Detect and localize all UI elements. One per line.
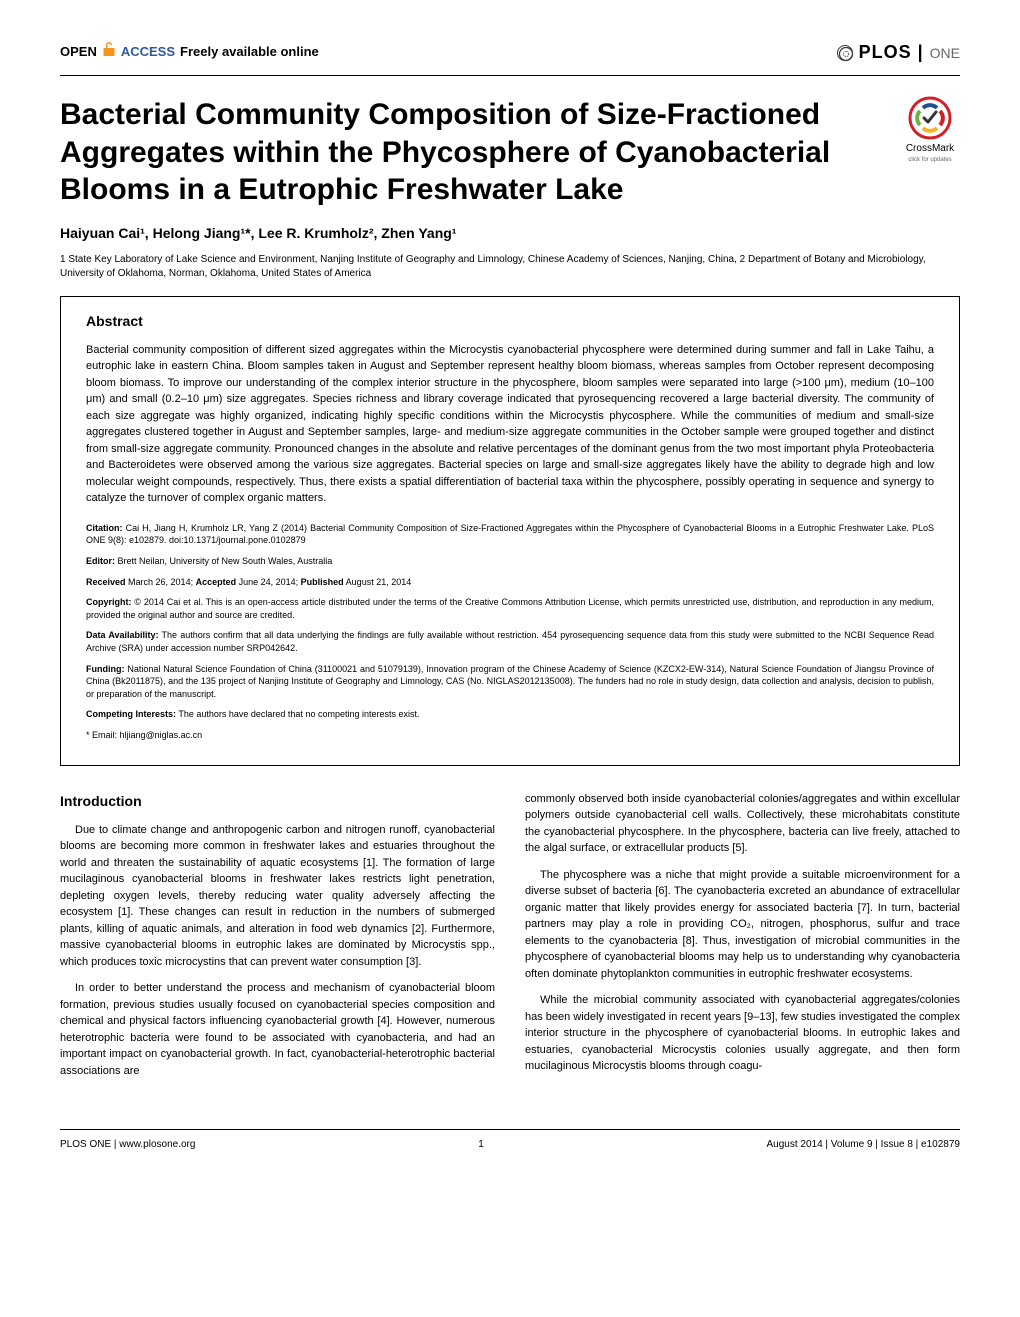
left-column: Introduction Due to climate change and a… [60,791,495,1090]
abstract-text: Bacterial community composition of diffe… [86,342,934,507]
header-divider [60,75,960,76]
right-column: commonly observed both inside cyanobacte… [525,791,960,1090]
intro-para-1: Due to climate change and anthropogenic … [60,822,495,971]
page-header: OPEN ACCESS Freely available online PLOS… [60,40,960,65]
unlock-icon [102,41,116,64]
copyright-line: Copyright: © 2014 Cai et al. This is an … [86,596,934,621]
crossmark-icon [908,96,952,140]
received-label: Received [86,577,126,587]
footer-page-number: 1 [478,1138,484,1152]
data-availability-line: Data Availability: The authors confirm t… [86,629,934,654]
footer-left: PLOS ONE | www.plosone.org [60,1138,195,1152]
abstract-heading: Abstract [86,312,934,332]
editor-line: Editor: Brett Neilan, University of New … [86,555,934,568]
citation-label: Citation: [86,523,123,533]
competing-text: The authors have declared that no compet… [176,709,419,719]
editor-label: Editor: [86,556,115,566]
authors-line: Haiyuan Cai¹, Helong Jiang¹*, Lee R. Kru… [60,224,960,244]
copyright-text: © 2014 Cai et al. This is an open-access… [86,597,934,620]
abstract-box: Abstract Bacterial community composition… [60,296,960,765]
dates-line: Received March 26, 2014; Accepted June 2… [86,576,934,589]
editor-text: Brett Neilan, University of New South Wa… [115,556,332,566]
article-title: Bacterial Community Composition of Size-… [60,96,880,209]
funding-text: National Natural Science Foundation of C… [86,664,934,699]
crossmark-sublabel: click for updates [900,156,960,164]
introduction-heading: Introduction [60,791,495,812]
footer-right: August 2014 | Volume 9 | Issue 8 | e1028… [767,1138,961,1152]
intro-para-2: In order to better understand the proces… [60,980,495,1079]
title-block: Bacterial Community Composition of Size-… [60,96,960,209]
competing-line: Competing Interests: The authors have de… [86,708,934,721]
freely-label: Freely available online [180,43,319,61]
plos-text: PLOS | ONE [859,40,960,65]
plos-logo: PLOS | ONE [837,40,960,65]
crossmark-label: CrossMark [900,142,960,156]
body-columns: Introduction Due to climate change and a… [60,791,960,1090]
open-label: OPEN [60,43,97,61]
funding-line: Funding: National Natural Science Founda… [86,663,934,701]
accepted-text: June 24, 2014; [236,577,301,587]
published-label: Published [301,577,344,587]
accepted-label: Accepted [196,577,237,587]
citation-text: Cai H, Jiang H, Krumholz LR, Yang Z (201… [86,523,934,546]
email-line: * Email: hljiang@niglas.ac.cn [86,729,934,742]
data-text: The authors confirm that all data underl… [86,630,934,653]
intro-para-4: The phycosphere was a niche that might p… [525,867,960,983]
plos-word: PLOS [859,42,912,62]
intro-para-3: commonly observed both inside cyanobacte… [525,791,960,857]
competing-label: Competing Interests: [86,709,176,719]
plos-circle-icon [837,45,853,61]
page-footer: PLOS ONE | www.plosone.org 1 August 2014… [60,1129,960,1152]
citation-line: Citation: Cai H, Jiang H, Krumholz LR, Y… [86,522,934,547]
plos-divider: | [918,42,930,62]
open-access-badge: OPEN ACCESS Freely available online [60,41,319,64]
copyright-label: Copyright: [86,597,132,607]
funding-label: Funding: [86,664,124,674]
intro-para-5: While the microbial community associated… [525,992,960,1075]
data-label: Data Availability: [86,630,159,640]
crossmark-badge[interactable]: CrossMark click for updates [900,96,960,164]
one-word: ONE [930,45,960,61]
affiliations: 1 State Key Laboratory of Lake Science a… [60,253,960,281]
received-text: March 26, 2014; [126,577,196,587]
published-text: August 21, 2014 [344,577,412,587]
access-label: ACCESS [121,43,175,61]
